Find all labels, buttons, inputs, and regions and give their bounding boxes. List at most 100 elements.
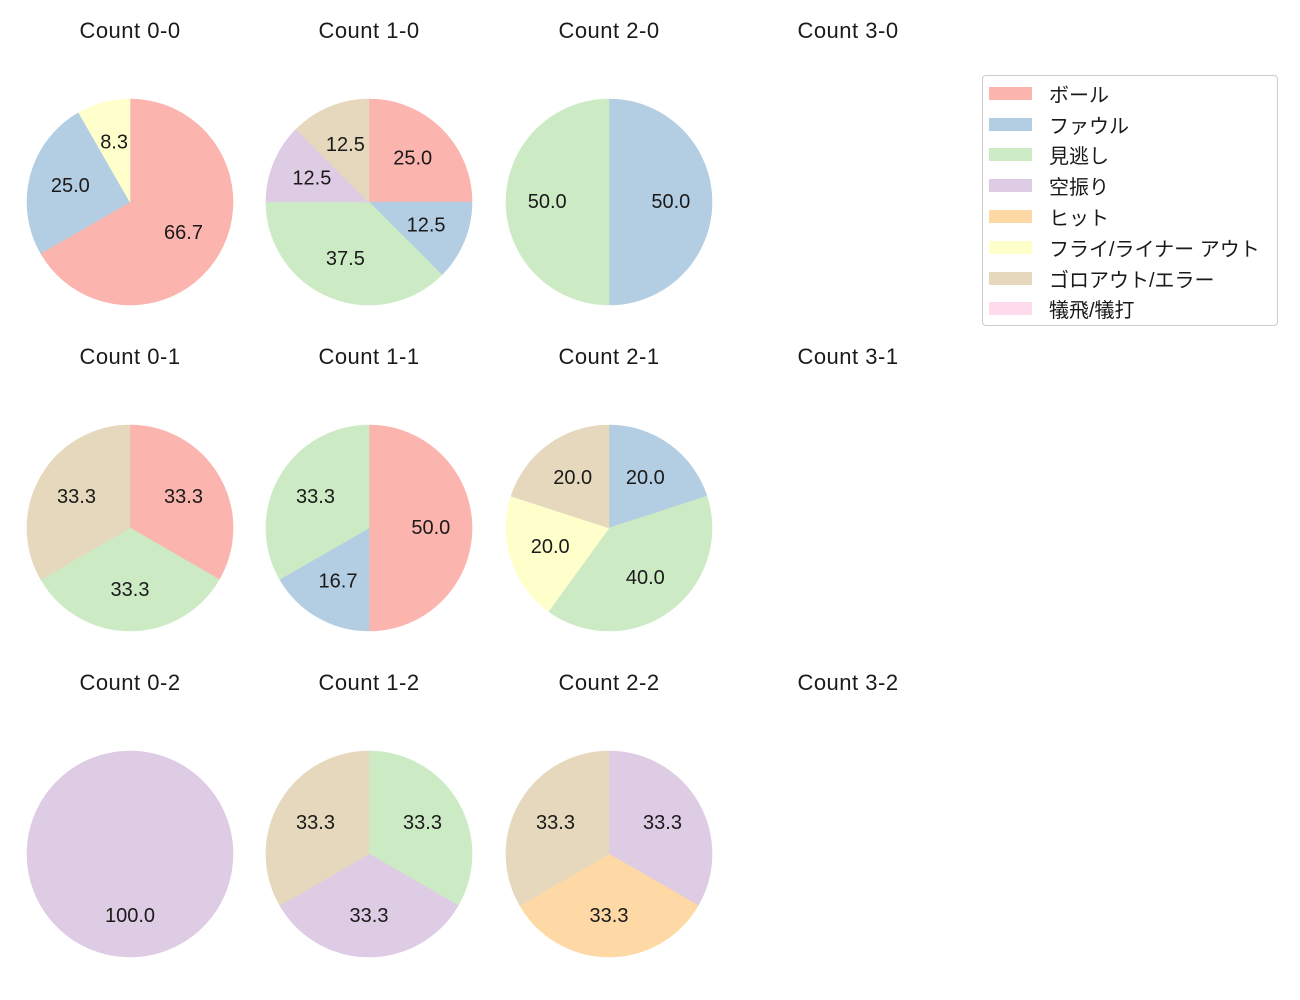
pie-chart	[728, 408, 968, 648]
chart-title: Count 3-1	[797, 344, 899, 369]
pie-slice	[26, 112, 131, 254]
legend-item-ball: ボール	[989, 78, 1277, 109]
pie-chart: 50.0 16.7 33.3	[265, 424, 473, 632]
legend-label: フライ/ライナー アウト	[1049, 238, 1260, 261]
subplot-count-3-2: Count 3-2	[728, 668, 968, 974]
pie-slice	[40, 527, 220, 632]
pie-percent-label: 100.0	[105, 905, 155, 927]
legend-label: ボール	[1049, 84, 1109, 107]
legend-item-called-strike: 見逃し	[989, 140, 1277, 171]
pie-slice	[368, 98, 473, 203]
pie-chart: 50.0 50.0	[505, 98, 713, 306]
chart-title: Count 0-0	[79, 18, 181, 43]
pie-slice	[608, 750, 713, 906]
subplot-count-3-1: Count 3-1	[728, 342, 968, 648]
pie-chart: 33.3 33.3 33.3	[26, 424, 234, 632]
chart-title: Count 2-2	[558, 670, 660, 695]
subplot-count-1-2: Count 1-2 33.3 33.3 33.3	[249, 668, 489, 974]
pie-slice	[295, 98, 370, 203]
legend-item-swinging-miss: 空振り	[989, 170, 1277, 201]
subplot-count-3-0: Count 3-0	[728, 16, 968, 322]
legend-swatch	[989, 148, 1032, 162]
pie-percent-label: 33.3	[590, 905, 629, 927]
pie-percent-label: 8.3	[100, 131, 128, 153]
subplot-count-2-2: Count 2-2 33.3 33.3 33.3	[489, 668, 729, 974]
pie-slice	[26, 424, 131, 580]
pie-slice	[510, 424, 610, 529]
legend-swatch	[989, 117, 1032, 131]
pie-percent-label: 20.0	[531, 536, 570, 558]
pie-percent-label: 33.3	[111, 579, 150, 601]
pie-chart: 66.7 25.0 8.3	[26, 98, 234, 306]
pie-percent-label: 33.3	[296, 812, 335, 834]
pie-slice	[608, 424, 708, 529]
pie-percent-label: 12.5	[292, 167, 331, 189]
subplot-count-2-1: Count 2-1 20.0 40.0 20.0 20.0	[489, 342, 729, 648]
legend-item-hit: ヒット	[989, 201, 1277, 232]
pie-slice	[505, 750, 610, 906]
legend-label: ファウル	[1049, 115, 1129, 138]
pie-chart	[728, 82, 968, 322]
legend-swatch	[989, 179, 1032, 193]
legend-swatch	[989, 210, 1032, 224]
pie-percent-label: 25.0	[51, 175, 90, 197]
pie-percent-label: 16.7	[319, 571, 358, 593]
pie-percent-label: 20.0	[626, 467, 665, 489]
legend-item-groundout-error: ゴロアウト/エラー	[989, 263, 1277, 294]
legend-label: 犠飛/犠打	[1049, 300, 1135, 323]
legend-label: ヒット	[1049, 208, 1109, 231]
pie-slice	[40, 98, 234, 306]
pie-slice	[78, 98, 131, 204]
legend-label: ゴロアウト/エラー	[1049, 269, 1215, 292]
pie-slice	[265, 750, 370, 906]
pie-percent-label: 50.0	[528, 191, 567, 213]
pie-slice	[368, 750, 473, 906]
subplot-count-1-1: Count 1-1 50.0 16.7 33.3	[249, 342, 489, 648]
subplot-count-1-0: Count 1-0 25.0 12.5 37.5 12.5 12.5	[249, 16, 489, 322]
pie-slice	[265, 128, 370, 203]
pie-percent-label: 33.3	[536, 812, 575, 834]
pie-percent-label: 12.5	[326, 134, 365, 156]
pie-slice	[505, 98, 610, 306]
chart-title: Count 1-0	[318, 18, 420, 43]
chart-title: Count 1-2	[318, 670, 420, 695]
pie-slice	[265, 424, 370, 580]
pie-slice	[129, 424, 234, 580]
pie-percent-label: 12.5	[407, 215, 446, 237]
legend-swatch	[989, 271, 1032, 285]
pie-slice	[519, 853, 699, 958]
pie-chart: 33.3 33.3 33.3	[265, 750, 473, 958]
subplot-count-0-0: Count 0-0 66.7 25.0 8.3	[10, 16, 250, 322]
legend: ボール ファウル 見逃し 空振り ヒット フライ/ライナー アウト ゴロアウト/…	[982, 75, 1278, 326]
pie-slice	[368, 424, 473, 632]
subplot-count-0-1: Count 0-1 33.3 33.3 33.3	[10, 342, 250, 648]
pie-slice	[548, 495, 713, 632]
pie-slice	[368, 201, 473, 276]
pie-percent-label: 66.7	[164, 222, 203, 244]
pie-percent-label: 33.3	[643, 812, 682, 834]
chart-title: Count 1-1	[318, 344, 420, 369]
pie-percent-label: 33.3	[164, 486, 203, 508]
pie-slice	[505, 495, 610, 612]
pie-chart: 33.3 33.3 33.3	[505, 750, 713, 958]
pie-percent-label: 37.5	[326, 248, 365, 270]
pie-slice	[608, 98, 713, 306]
pie-slice	[279, 527, 370, 632]
legend-item-sacrifice: 犠飛/犠打	[989, 294, 1277, 325]
legend-item-foul: ファウル	[989, 109, 1277, 140]
chart-title: Count 2-1	[558, 344, 660, 369]
subplot-count-0-2: Count 0-2 100.0	[10, 668, 250, 974]
pie-chart: 20.0 40.0 20.0 20.0	[505, 424, 713, 632]
chart-title: Count 2-0	[558, 18, 660, 43]
pie-percent-label: 33.3	[403, 812, 442, 834]
pie-chart	[728, 734, 968, 974]
pie-slice	[265, 201, 443, 306]
subplot-count-2-0: Count 2-0 50.0 50.0	[489, 16, 729, 322]
pie-percent-label: 33.3	[57, 486, 96, 508]
legend-label: 見逃し	[1049, 146, 1109, 169]
chart-title: Count 0-1	[79, 344, 181, 369]
legend-swatch	[989, 86, 1032, 100]
pie-percent-label: 50.0	[411, 517, 450, 539]
pie-percent-label: 50.0	[651, 191, 690, 213]
